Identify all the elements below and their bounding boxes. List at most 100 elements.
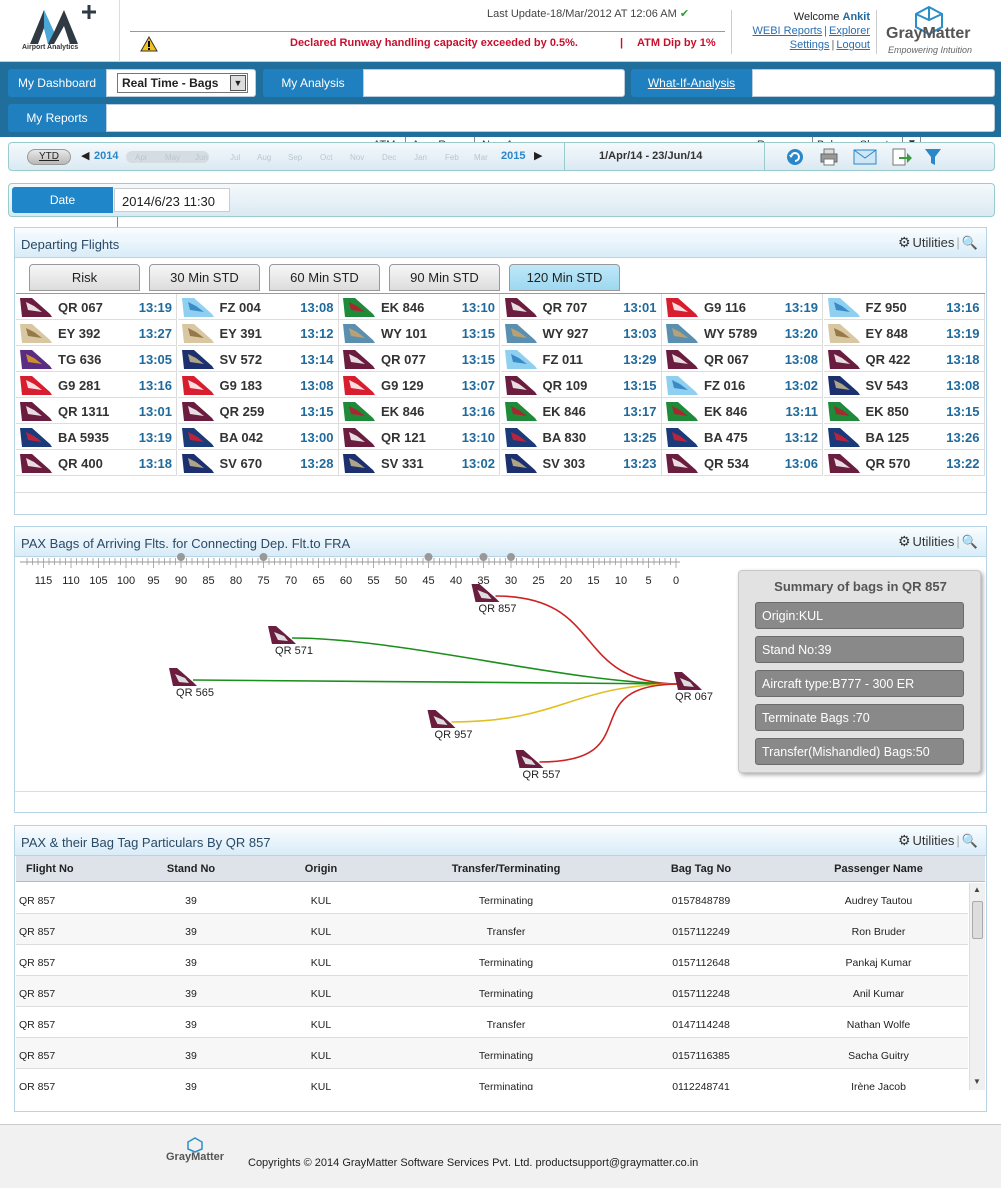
col-stand-no[interactable]: Stand No xyxy=(166,863,216,875)
prev-year-arrow-icon[interactable]: ◀ xyxy=(81,150,90,162)
flight-cell[interactable]: SV 543 13:08 xyxy=(823,372,985,398)
my-dashboard-button[interactable]: My Dashboard xyxy=(8,69,106,97)
col-transfer-terminating[interactable]: Transfer/Terminating xyxy=(451,863,561,875)
col-origin[interactable]: Origin xyxy=(304,863,338,875)
flight-cell[interactable]: EK 846 13:16 xyxy=(339,398,500,424)
refresh-icon[interactable] xyxy=(785,147,805,167)
flight-cell[interactable]: EK 846 13:17 xyxy=(500,398,662,424)
connection-line[interactable] xyxy=(451,683,681,723)
connection-line[interactable] xyxy=(495,595,681,685)
scroll-down-icon[interactable]: ▼ xyxy=(973,1077,981,1086)
flight-cell[interactable]: WY 101 13:15 xyxy=(339,320,500,346)
flight-cell[interactable]: EK 846 13:11 xyxy=(662,398,823,424)
my-reports-button[interactable]: My Reports xyxy=(8,104,106,132)
scroll-thumb[interactable] xyxy=(972,901,983,939)
connection-line[interactable] xyxy=(539,683,681,763)
table-scrollbar[interactable]: ▲ ▼ xyxy=(969,883,985,1090)
scale-marker[interactable] xyxy=(479,553,488,561)
flight-cell[interactable]: FZ 011 13:29 xyxy=(500,346,662,372)
flight-cell[interactable]: QR 707 13:01 xyxy=(500,294,662,320)
flight-cell[interactable]: QR 077 13:15 xyxy=(339,346,500,372)
flight-cell[interactable]: QR 1311 13:01 xyxy=(16,398,177,424)
col-flight-no[interactable]: Flight No xyxy=(26,863,74,875)
flight-cell[interactable]: QR 422 13:18 xyxy=(823,346,985,372)
flight-cell[interactable]: FZ 950 13:16 xyxy=(823,294,985,320)
zoom-icon[interactable]: 🔍 xyxy=(961,832,978,848)
flight-cell[interactable]: QR 259 13:15 xyxy=(177,398,339,424)
flight-cell[interactable]: BA 042 13:00 xyxy=(177,424,339,450)
flight-cell[interactable]: G9 281 13:16 xyxy=(16,372,177,398)
month-oct[interactable]: Oct xyxy=(320,153,333,162)
table-row[interactable]: QR 857 39 KUL Terminating 0157112248 Anil Kum… xyxy=(16,976,968,1007)
table-row[interactable]: QR 857 39 KUL Transfer 0157112249 Ron Bruder xyxy=(16,914,968,945)
aircraft-icon[interactable] xyxy=(471,584,500,602)
table-row[interactable]: QR 857 39 KUL Terminating 0157112648 Pankaj K… xyxy=(16,945,968,976)
tab-90-min-std[interactable]: 90 Min STD xyxy=(389,264,500,291)
table-row[interactable]: QR 857 39 KUL Terminating 0157116385 Sacha Gu… xyxy=(16,1038,968,1069)
flight-cell[interactable]: FZ 016 13:02 xyxy=(662,372,823,398)
utilities-menu[interactable]: ⚙ Utilities | 🔍 xyxy=(897,533,978,549)
month-jun[interactable]: Jun xyxy=(195,153,208,162)
flight-cell[interactable]: QR 121 13:10 xyxy=(339,424,500,450)
tab-60-min-std[interactable]: 60 Min STD xyxy=(269,264,380,291)
scale-marker[interactable] xyxy=(507,553,515,561)
flight-cell[interactable]: QR 534 13:06 xyxy=(662,450,823,476)
scale-marker[interactable] xyxy=(424,553,433,561)
flight-cell[interactable]: WY 927 13:03 xyxy=(500,320,662,346)
flight-cell[interactable]: TG 636 13:05 xyxy=(16,346,177,372)
email-icon[interactable] xyxy=(853,148,877,166)
connection-line[interactable] xyxy=(192,679,681,685)
my-analysis-button[interactable]: My Analysis xyxy=(263,69,363,97)
settings-link[interactable]: Settings xyxy=(789,39,830,51)
connection-line[interactable] xyxy=(291,637,681,685)
tab-120-min-std[interactable]: 120 Min STD xyxy=(509,264,620,291)
month-jul[interactable]: Jul xyxy=(230,153,241,162)
scale-marker[interactable] xyxy=(259,553,268,561)
dashboard-select[interactable]: Real Time - Bags ▼ xyxy=(117,73,248,93)
utilities-menu[interactable]: ⚙ Utilities | 🔍 xyxy=(897,832,978,848)
flight-cell[interactable]: BA 125 13:26 xyxy=(823,424,985,450)
month-mar[interactable]: Mar xyxy=(474,153,488,162)
month-nov[interactable]: Nov xyxy=(350,153,365,162)
next-year-arrow-icon[interactable]: ▶ xyxy=(534,150,543,162)
export-icon[interactable] xyxy=(891,147,913,167)
flight-cell[interactable]: BA 475 13:12 xyxy=(662,424,823,450)
what-if-analysis-button[interactable]: What-If-Analysis xyxy=(631,69,752,97)
flight-cell[interactable]: QR 067 13:08 xyxy=(662,346,823,372)
col-bag-tag-no[interactable]: Bag Tag No xyxy=(670,863,732,875)
flight-cell[interactable]: EY 848 13:19 xyxy=(823,320,985,346)
flight-cell[interactable]: EY 391 13:12 xyxy=(177,320,339,346)
flight-cell[interactable]: QR 109 13:15 xyxy=(500,372,662,398)
flight-cell[interactable]: FZ 004 13:08 xyxy=(177,294,339,320)
month-feb[interactable]: Feb xyxy=(445,153,459,162)
aircraft-icon[interactable] xyxy=(674,672,702,690)
col-passenger-name[interactable]: Passenger Name xyxy=(834,863,923,875)
flight-cell[interactable]: EK 850 13:15 xyxy=(823,398,985,424)
utilities-menu[interactable]: ⚙ Utilities | 🔍 xyxy=(897,234,978,250)
aircraft-icon[interactable] xyxy=(427,710,456,728)
flight-cell[interactable]: BA 830 13:25 xyxy=(500,424,662,450)
month-sep[interactable]: Sep xyxy=(288,153,303,162)
date-input[interactable]: 2014/6/23 11:30 xyxy=(114,188,230,212)
tab-risk[interactable]: Risk xyxy=(29,264,140,291)
aircraft-icon[interactable] xyxy=(515,750,544,768)
month-jan[interactable]: Jan xyxy=(414,153,427,162)
month-dec[interactable]: Dec xyxy=(382,153,397,162)
tab-30-min-std[interactable]: 30 Min STD xyxy=(149,264,260,291)
zoom-icon[interactable]: 🔍 xyxy=(961,234,978,250)
aircraft-icon[interactable] xyxy=(169,668,197,686)
print-icon[interactable] xyxy=(819,147,839,167)
flight-cell[interactable]: SV 572 13:14 xyxy=(177,346,339,372)
zoom-icon[interactable]: 🔍 xyxy=(961,533,978,549)
table-row[interactable]: QR 857 39 KUL Terminating 0157848789 Audrey T… xyxy=(16,883,968,914)
logout-link[interactable]: Logout xyxy=(836,39,870,51)
flight-cell[interactable]: QR 400 13:18 xyxy=(16,450,177,476)
period-slider[interactable] xyxy=(126,151,209,163)
flight-cell[interactable]: QR 570 13:22 xyxy=(823,450,985,476)
chevron-down-icon[interactable]: ▼ xyxy=(230,75,246,91)
month-may[interactable]: May xyxy=(165,153,181,162)
flight-cell[interactable]: BA 5935 13:19 xyxy=(16,424,177,450)
flight-cell[interactable]: SV 303 13:23 xyxy=(500,450,662,476)
flight-cell[interactable]: QR 067 13:19 xyxy=(16,294,177,320)
flight-cell[interactable]: G9 129 13:07 xyxy=(339,372,500,398)
